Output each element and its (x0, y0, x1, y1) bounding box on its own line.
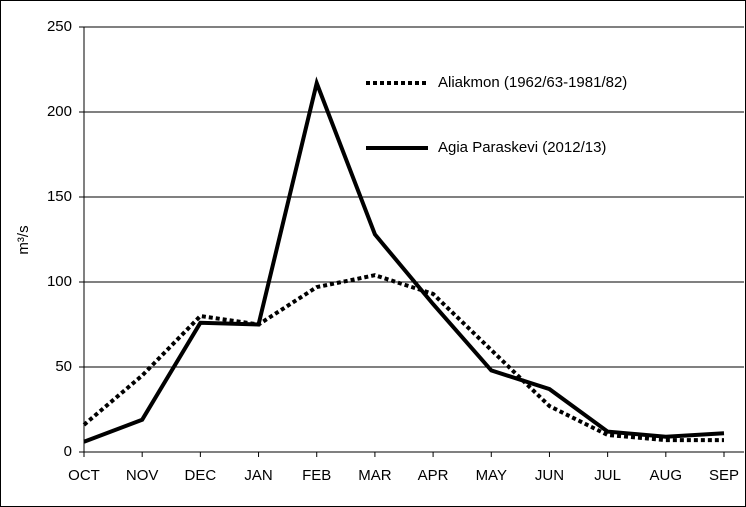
x-tick-label: JUL (594, 467, 621, 484)
y-tick-label: 0 (64, 443, 72, 460)
x-tick-label: MAY (476, 467, 507, 484)
y-tick-label: 100 (47, 273, 72, 290)
legend-label: Agia Paraskevi (2012/13) (438, 139, 606, 156)
y-tick-label: 200 (47, 103, 72, 120)
y-tick-label: 150 (47, 188, 72, 205)
x-tick-label: JAN (244, 467, 272, 484)
x-tick-label: JUN (535, 467, 564, 484)
x-tick-label: MAR (358, 467, 392, 484)
x-tick-label: AUG (650, 467, 683, 484)
x-tick-label: APR (418, 467, 449, 484)
x-tick-label: DEC (185, 467, 217, 484)
y-axis-label: m³/s (15, 225, 32, 254)
x-tick-label: OCT (68, 467, 100, 484)
series-line (82, 273, 724, 443)
x-tick-label: FEB (302, 467, 331, 484)
y-tick-label: 50 (55, 358, 72, 375)
legend-label: Aliakmon (1962/63-1981/82) (438, 74, 627, 91)
x-tick-label: SEP (709, 467, 739, 484)
series-line (83, 76, 725, 444)
x-tick-label: NOV (126, 467, 159, 484)
y-tick-label: 250 (47, 18, 72, 35)
